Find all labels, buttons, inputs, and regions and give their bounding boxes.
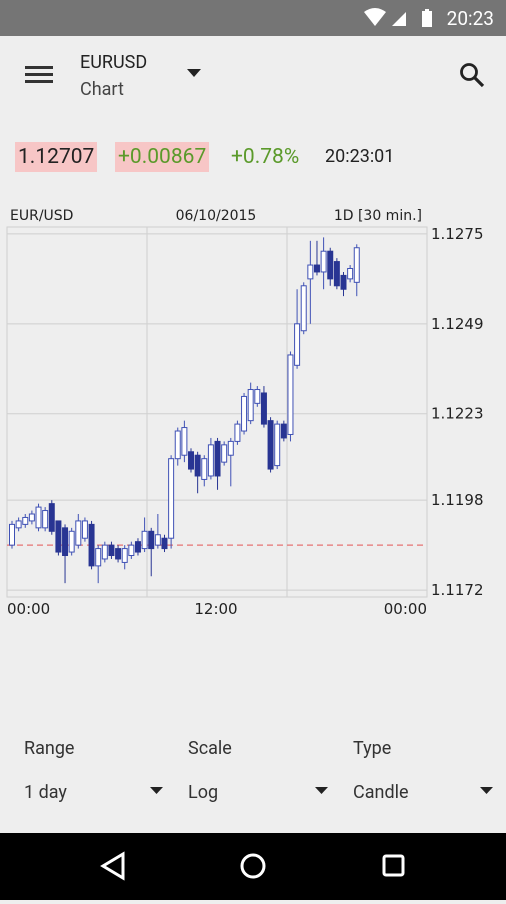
candle-chart: EUR/USD 06/10/2015 1D [30 min.] 1.1275 1.124…	[6, 208, 484, 618]
recents-button[interactable]	[382, 854, 405, 877]
candle-body	[267, 420, 274, 470]
home-button[interactable]	[240, 853, 266, 879]
candle-body	[181, 427, 188, 456]
plot-frame	[6, 226, 428, 598]
candle-body	[287, 354, 294, 435]
candle-body	[274, 423, 281, 467]
control-label: Type	[353, 738, 392, 759]
candle-body	[234, 423, 241, 442]
dropdown-arrow	[150, 787, 163, 794]
symbol-subtitle: Chart	[80, 79, 124, 100]
dropdown-arrow	[480, 787, 493, 794]
candle-body	[307, 264, 314, 280]
status-bar: 20:23	[0, 0, 506, 36]
candle-body	[313, 264, 320, 273]
candle-body	[194, 454, 201, 477]
candle-body	[55, 520, 62, 553]
y-tick-label: 1.1275	[431, 225, 484, 243]
candle-body	[68, 530, 75, 553]
navigation-bar	[0, 833, 506, 900]
candle-body	[221, 444, 228, 463]
candle-body	[347, 267, 354, 280]
candle-body	[35, 506, 42, 529]
candle-body	[128, 544, 135, 557]
quote-change-pct: +0.78%	[231, 145, 300, 169]
dropdown-arrow	[315, 787, 328, 794]
candle-body	[188, 451, 195, 470]
candle-body	[201, 458, 208, 480]
type-select[interactable]: Candle	[353, 782, 409, 803]
candle-body	[108, 544, 115, 557]
x-tick-label: 00:00	[384, 600, 427, 618]
candle-body	[340, 274, 347, 290]
candle-body	[174, 430, 181, 460]
candle-body	[42, 510, 49, 529]
candle-body	[168, 458, 175, 539]
status-time: 20:23	[446, 7, 494, 30]
candle-body	[81, 520, 88, 539]
candle-body	[154, 534, 161, 546]
control-label: Scale	[188, 738, 232, 759]
candle-body	[9, 523, 15, 546]
candle-body	[134, 541, 141, 553]
symbol-dropdown[interactable]	[187, 69, 203, 79]
chart-header: EUR/USD	[10, 208, 73, 224]
quote-time: 20:23:01	[325, 146, 395, 167]
y-tick-label: 1.1198	[431, 491, 484, 509]
candle-body	[115, 548, 122, 560]
candle-body	[161, 537, 168, 550]
control-label: Range	[24, 738, 75, 759]
candle-body	[48, 503, 55, 532]
candle-body	[254, 389, 261, 404]
candle-body	[62, 527, 69, 557]
menu-button[interactable]	[25, 64, 55, 86]
candle-body	[75, 520, 82, 546]
y-tick-label: 1.1223	[431, 405, 484, 423]
search-button[interactable]	[459, 62, 487, 90]
candle-body	[280, 423, 287, 439]
status-icons	[364, 8, 432, 27]
candle-body	[101, 544, 108, 560]
quote-change: +0.00867	[115, 142, 210, 172]
scale-select[interactable]: Log	[188, 782, 219, 803]
candle-body	[88, 523, 95, 567]
candle-body	[227, 440, 234, 456]
x-tick-label: 12:00	[194, 600, 237, 618]
range-select[interactable]: 1 day	[24, 782, 67, 803]
candle-body	[353, 247, 360, 283]
candle-body	[207, 444, 214, 477]
x-tick-label: 00:00	[7, 600, 50, 618]
candle-body	[22, 516, 29, 525]
y-tick-label: 1.1249	[431, 315, 484, 333]
candle-body	[300, 285, 307, 332]
candle-body	[121, 548, 128, 563]
candle-body	[15, 520, 22, 529]
candle-body	[260, 392, 267, 425]
candle-body	[28, 513, 35, 522]
candle-body	[148, 530, 155, 550]
candle-body	[320, 250, 327, 273]
candle-body	[95, 548, 102, 567]
candle-body	[214, 440, 221, 477]
quote-price: 1.12707	[15, 142, 98, 172]
candle-body	[294, 323, 301, 366]
candle-body	[241, 395, 248, 432]
nav-buttons	[100, 851, 405, 881]
candle-body	[141, 530, 148, 550]
back-button[interactable]	[100, 851, 125, 881]
candle-body	[247, 389, 254, 422]
candle-body	[333, 261, 340, 287]
chart-header: 06/10/2015	[176, 208, 257, 224]
candle-body	[327, 250, 334, 280]
y-tick-label: 1.1172	[431, 581, 484, 599]
chart-header: 1D [30 min.]	[334, 208, 422, 224]
symbol-title[interactable]: EURUSD	[80, 52, 148, 73]
